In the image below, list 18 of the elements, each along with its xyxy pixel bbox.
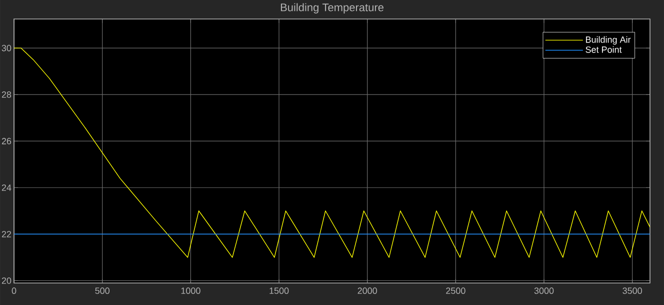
x-tick-label: 500 xyxy=(95,288,110,294)
x-tick-label: 3500 xyxy=(622,288,642,294)
y-tick-label: 30 xyxy=(2,44,12,52)
y-tick-label: 20 xyxy=(2,277,12,284)
x-tick-label: 2000 xyxy=(358,288,377,294)
y-tick-label: 22 xyxy=(2,230,12,238)
y-tick-label: 24 xyxy=(2,184,12,191)
legend-label: Set Point xyxy=(586,46,622,53)
chart-title: Building Temperature xyxy=(280,3,384,14)
x-tick-label: 1500 xyxy=(270,288,289,294)
legend-label: Building Air xyxy=(586,36,631,45)
line-series xyxy=(14,48,650,258)
x-tick-label: 1000 xyxy=(181,288,200,294)
x-tick-label: 0 xyxy=(12,288,16,294)
x-tick-label: 3000 xyxy=(534,288,554,294)
x-tick-label: 2500 xyxy=(446,288,466,294)
y-tick-label: 26 xyxy=(2,138,12,144)
y-tick-label: 28 xyxy=(2,91,12,98)
